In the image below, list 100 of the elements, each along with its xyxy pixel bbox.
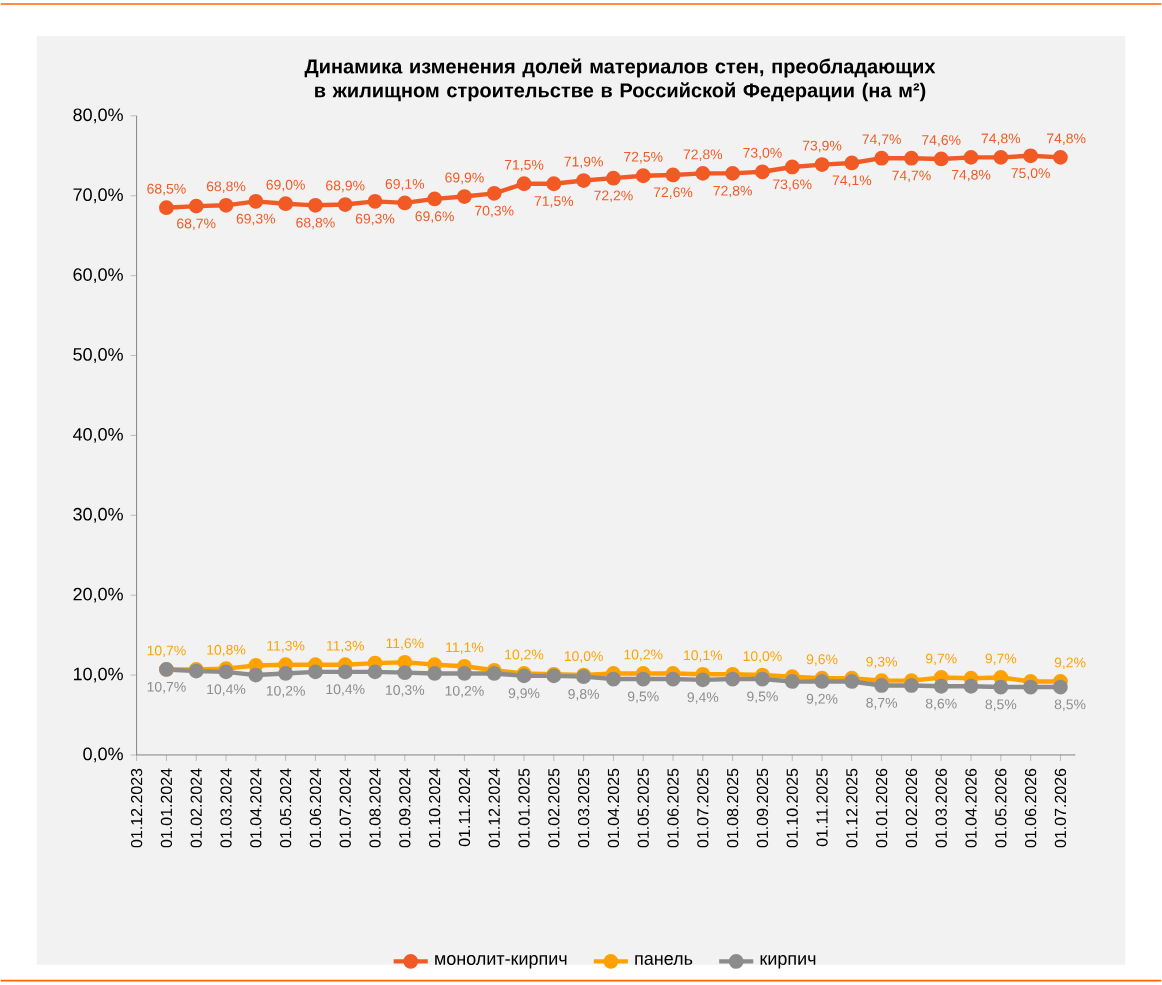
data-label: 9,6% — [806, 654, 838, 667]
x-tick-label: 01.03.2026 — [935, 768, 947, 848]
data-label: 69,6% — [415, 211, 454, 224]
x-tick-label: 01.05.2026 — [995, 768, 1007, 848]
x-tick-label: 01.03.2025 — [577, 768, 590, 848]
data-label: 10,3% — [386, 685, 425, 697]
x-tick-label: 01.06.2024 — [309, 768, 322, 848]
data-label: 72,2% — [594, 190, 633, 203]
data-label: 72,8% — [683, 149, 723, 162]
x-tick-label: 01.01.2024 — [160, 768, 173, 848]
data-label: 75,0% — [1011, 168, 1050, 180]
data-label: 70,3% — [475, 205, 514, 218]
data-label: 9,9% — [508, 688, 540, 700]
data-label: 74,6% — [922, 135, 961, 147]
data-label: 9,4% — [687, 692, 719, 704]
data-label: 10,4% — [207, 684, 246, 696]
data-label: 10,4% — [326, 684, 365, 696]
data-label: 11,6% — [386, 638, 424, 651]
data-label: 11,3% — [326, 640, 365, 653]
data-label: 11,1% — [446, 642, 484, 655]
data-label: 10,7% — [147, 645, 186, 658]
data-label: 10,2% — [505, 649, 544, 662]
x-tick-label: 01.11.2024 — [458, 768, 471, 847]
x-tick-label: 01.01.2026 — [875, 768, 888, 848]
data-label: 68,9% — [326, 180, 365, 193]
legend-label: панель — [635, 955, 693, 966]
data-label: 9,5% — [747, 691, 778, 704]
data-label: 8,5% — [1054, 699, 1086, 712]
data-label: 74,1% — [832, 175, 872, 188]
x-tick-label: 01.05.2024 — [279, 768, 292, 848]
data-label: 10,2% — [445, 686, 484, 698]
data-label: 10,0% — [743, 651, 782, 663]
data-label: 74,8% — [981, 133, 1021, 146]
data-label: 69,1% — [385, 179, 425, 191]
x-tick-label: 01.11.2025 — [816, 768, 828, 847]
x-tick-label: 01.04.2025 — [607, 768, 620, 848]
data-label: 68,5% — [147, 183, 186, 196]
y-tick-label: 30,0% — [73, 508, 123, 523]
data-label: 10,1% — [684, 650, 723, 663]
x-tick-label: 01.12.2024 — [488, 768, 500, 848]
data-label: 10,8% — [207, 644, 246, 657]
data-label: 10,2% — [624, 649, 663, 662]
x-tick-label: 01.02.2026 — [905, 768, 918, 848]
data-label: 74,8% — [951, 169, 991, 182]
data-label: 72,5% — [624, 152, 663, 164]
x-tick-label: 01.07.2026 — [1054, 768, 1067, 848]
x-tick-label: 01.03.2024 — [220, 768, 232, 848]
data-label: 73,0% — [743, 148, 782, 160]
chart-title: Динамика изменения долей материалов стен, преобладающих в жилищном строительстве в Российской Федерации (на м²) — [304, 58, 936, 102]
data-label: 73,6% — [773, 179, 812, 192]
y-tick-label: 80,0% — [73, 108, 123, 124]
x-tick-label: 01.07.2025 — [697, 768, 709, 848]
x-tick-label: 01.02.2024 — [190, 768, 202, 848]
y-tick-label: 0,0% — [83, 747, 123, 763]
data-label: 11,3% — [267, 640, 305, 653]
x-tick-label: 01.05.2025 — [637, 768, 649, 848]
x-tick-label: 01.09.2025 — [756, 768, 769, 848]
data-label: 74,7% — [892, 170, 931, 183]
data-label: 69,3% — [355, 213, 395, 226]
data-label: 74,7% — [862, 134, 901, 146]
y-tick-label: 60,0% — [73, 268, 123, 284]
data-label: 74,8% — [1047, 133, 1086, 146]
x-tick-label: 01.04.2024 — [250, 768, 262, 848]
x-tick-label: 01.12.2023 — [130, 768, 143, 848]
legend-label: монолит-кирпич — [435, 955, 567, 969]
data-label: 71,9% — [564, 156, 603, 169]
data-label: 8,6% — [925, 698, 957, 711]
data-label: 10,2% — [266, 686, 305, 698]
x-tick-label: 01.06.2025 — [667, 768, 679, 848]
x-tick-label: 01.04.2026 — [965, 768, 977, 848]
y-tick-label: 10,0% — [73, 667, 123, 683]
x-tick-label: 01.10.2025 — [786, 768, 798, 848]
data-label: 69,3% — [236, 213, 276, 226]
y-tick-label: 50,0% — [73, 348, 123, 364]
data-label: 9,7% — [985, 653, 1017, 666]
y-tick-label: 20,0% — [73, 587, 123, 603]
data-label: 69,0% — [266, 179, 305, 192]
data-label: 73,9% — [802, 140, 842, 153]
y-tick-label: 70,0% — [73, 188, 123, 204]
x-tick-label: 01.12.2025 — [846, 768, 858, 848]
data-label: 72,8% — [713, 185, 752, 198]
data-label: 72,6% — [653, 187, 693, 200]
data-label: 9,5% — [627, 691, 659, 704]
data-label: 10,7% — [147, 682, 186, 694]
data-label: 68,8% — [296, 217, 335, 230]
data-label: 9,2% — [806, 694, 838, 706]
x-tick-label: 01.10.2024 — [428, 768, 441, 848]
data-label: 9,8% — [568, 689, 600, 701]
x-tick-label: 01.08.2024 — [369, 768, 381, 848]
data-label: 9,2% — [1054, 657, 1086, 670]
data-label: 68,7% — [177, 218, 216, 231]
data-label: 71,5% — [504, 160, 544, 172]
data-label: 68,8% — [206, 181, 246, 194]
data-label: 9,7% — [925, 653, 957, 666]
x-tick-label: 01.09.2024 — [399, 768, 411, 848]
x-tick-label: 01.01.2025 — [518, 768, 530, 848]
x-tick-label: 01.07.2024 — [339, 768, 351, 848]
x-tick-label: 01.06.2026 — [1024, 768, 1037, 848]
x-tick-label: 01.08.2025 — [726, 768, 739, 848]
data-label: 9,3% — [866, 656, 898, 669]
